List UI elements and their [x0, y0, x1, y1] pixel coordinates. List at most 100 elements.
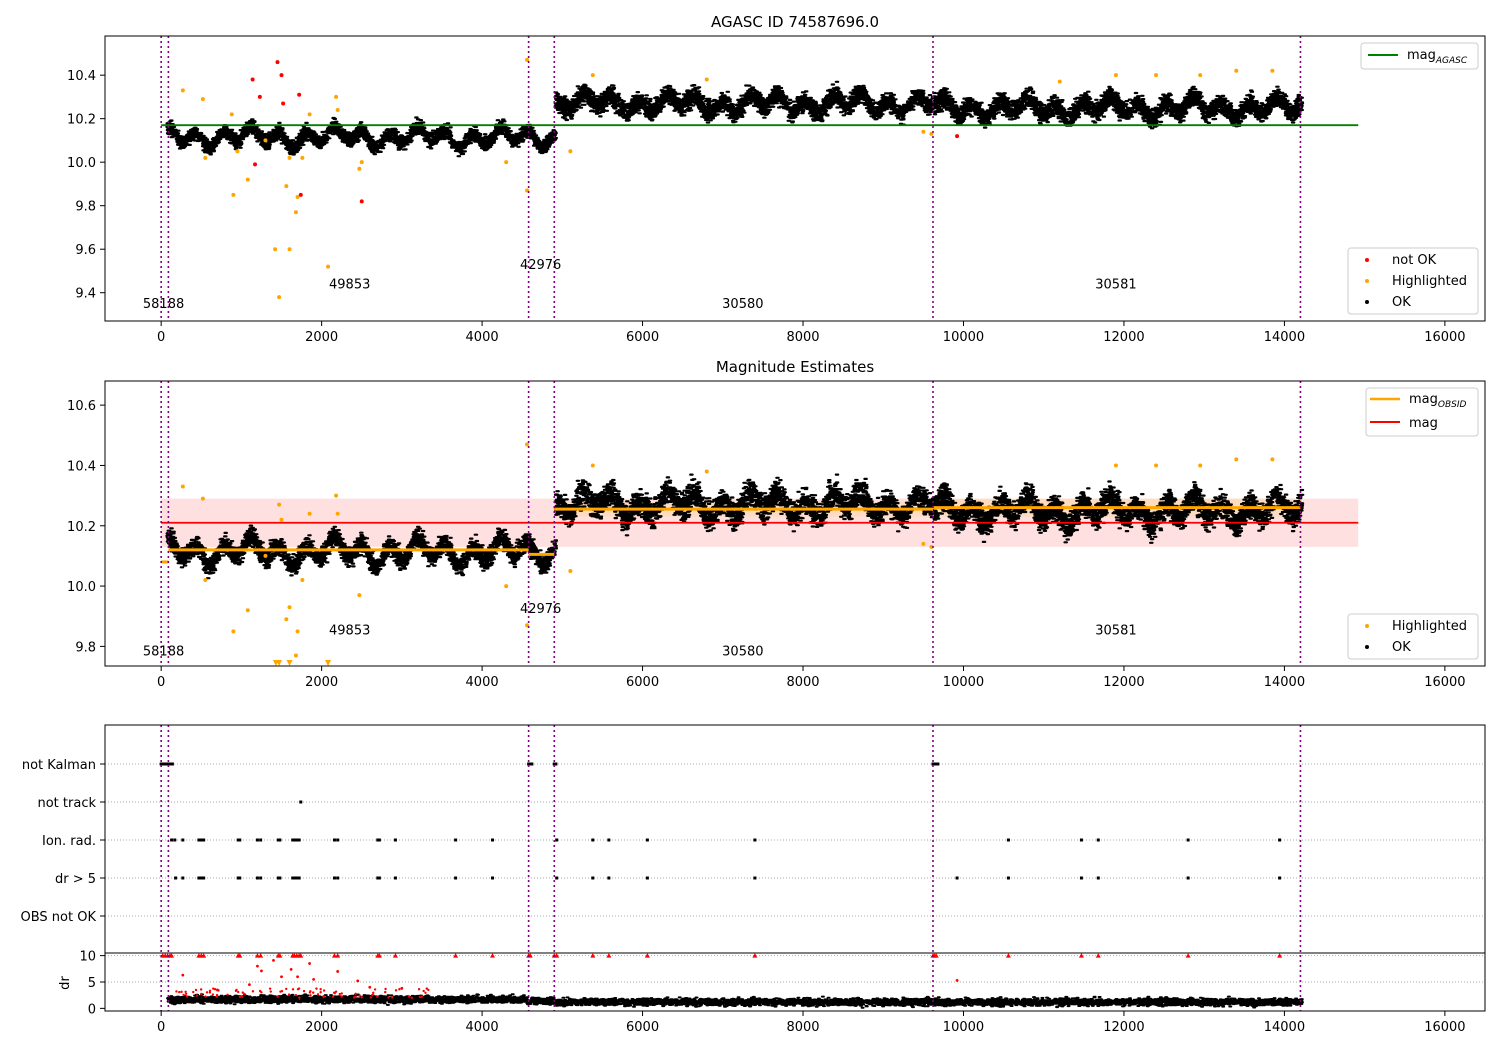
- dr-outlier-point: [400, 986, 404, 990]
- flag-marker: [255, 876, 259, 880]
- data-point: [359, 160, 364, 165]
- x-tick-label: 10000: [943, 675, 984, 690]
- data-point: [359, 199, 364, 204]
- data-point: [200, 97, 205, 102]
- plot-frame: [104, 35, 1486, 322]
- x-tick-label: 10000: [943, 1020, 984, 1035]
- dr-outlier-point: [181, 973, 185, 977]
- dr-outlier-point: [217, 989, 220, 992]
- dr-capped-marker: [644, 953, 650, 958]
- data-point: [263, 138, 268, 143]
- data-point: [568, 569, 573, 573]
- dr-outlier-point: [298, 996, 301, 999]
- obsid-label: 42976: [520, 258, 561, 273]
- flag-marker: [202, 838, 206, 842]
- dr-outlier-point: [368, 985, 372, 989]
- x-tick-label: 6000: [626, 675, 659, 690]
- dr-outlier-point: [322, 994, 325, 998]
- plot-frame: [104, 724, 1486, 1012]
- data-point: [1154, 73, 1159, 78]
- dr-capped-marker: [606, 953, 612, 958]
- ok-points: [165, 473, 1305, 580]
- dr-outlier-point: [285, 987, 288, 991]
- flag-marker: [174, 876, 178, 880]
- dr-outlier-point: [294, 993, 298, 997]
- data-point: [504, 584, 509, 589]
- data-point: [281, 101, 286, 106]
- data-point: [921, 129, 926, 134]
- dr-outlier-point: [376, 995, 379, 999]
- data-point: [590, 73, 595, 78]
- dr-outlier-point: [212, 987, 215, 990]
- flag-marker: [376, 838, 380, 842]
- data-point: [253, 162, 258, 167]
- x-tick-label: 12000: [1103, 1020, 1144, 1035]
- flag-marker: [181, 838, 185, 842]
- dr-outlier-point: [408, 995, 411, 998]
- y-tick-label: 9.8: [75, 200, 96, 215]
- dr-outlier-point: [308, 962, 311, 965]
- dr-outlier-point: [410, 996, 414, 999]
- x-tick-label: 8000: [786, 1020, 819, 1035]
- dr-outlier-point: [208, 991, 212, 994]
- obsid-label: 58188: [143, 297, 184, 312]
- dr-outlier-point: [333, 991, 336, 995]
- obsid-label: 30581: [1095, 277, 1136, 292]
- dr-capped-marker: [298, 953, 304, 958]
- dr-outlier-point: [424, 991, 427, 995]
- flag-marker: [236, 876, 240, 880]
- data-point: [203, 578, 208, 583]
- data-point: [284, 617, 289, 622]
- flag-marker: [169, 762, 173, 766]
- x-tick-label: 12000: [1103, 330, 1144, 345]
- x-tick-label: 14000: [1264, 1020, 1305, 1035]
- dr-outlier-point: [276, 995, 279, 998]
- dr-outlier-point: [394, 989, 398, 992]
- flag-marker: [291, 876, 295, 880]
- dr-tick-label: 0: [88, 1002, 96, 1017]
- dr-outlier-point: [243, 992, 246, 996]
- data-point: [279, 517, 284, 522]
- dr-outlier-point: [269, 990, 272, 993]
- dr-outlier-point: [398, 988, 401, 991]
- dr-outlier-point: [420, 995, 423, 998]
- dr-capped-marker: [169, 953, 175, 958]
- flag-marker: [1186, 838, 1190, 842]
- x-tick-label: 2000: [305, 1020, 338, 1035]
- x-tick-label: 0: [157, 675, 165, 690]
- flag-marker: [276, 838, 280, 842]
- dr-ok-points: [166, 993, 1304, 1009]
- data-point: [357, 166, 362, 171]
- dr-outlier-point: [356, 979, 360, 983]
- flag-marker: [199, 838, 203, 842]
- flag-row-label: dr > 5: [55, 872, 96, 887]
- flag-marker: [591, 838, 595, 842]
- flag-row-label: OBS not OK: [21, 910, 97, 925]
- flag-marker: [1006, 838, 1010, 842]
- data-point: [307, 112, 312, 117]
- dr-outlier-point: [192, 990, 195, 994]
- dr-capped-marker: [258, 953, 264, 958]
- data-point: [277, 295, 282, 300]
- flag-marker: [236, 838, 240, 842]
- data-point: [335, 107, 340, 112]
- flag-marker: [528, 762, 532, 766]
- flag-marker: [292, 876, 296, 880]
- y-tick-label: 10.0: [67, 156, 96, 171]
- dr-outlier-point: [260, 969, 263, 973]
- legend-bottom-right: Highlighted OK: [1347, 613, 1479, 660]
- y-tick-label: 10.6: [67, 399, 96, 414]
- y-tick-label: 9.4: [75, 287, 96, 302]
- dr-outlier-point: [182, 993, 185, 997]
- flag-marker: [197, 838, 201, 842]
- dr-capped-marker: [331, 953, 337, 958]
- dr-outlier-point: [391, 996, 394, 999]
- legend-label: OK: [1392, 295, 1411, 310]
- dr-outlier-point: [319, 988, 322, 991]
- flag-marker: [1096, 838, 1100, 842]
- y-tick-label: 10.0: [67, 580, 96, 595]
- flag-marker: [393, 876, 397, 880]
- data-point: [300, 155, 305, 160]
- flag-marker: [278, 838, 282, 842]
